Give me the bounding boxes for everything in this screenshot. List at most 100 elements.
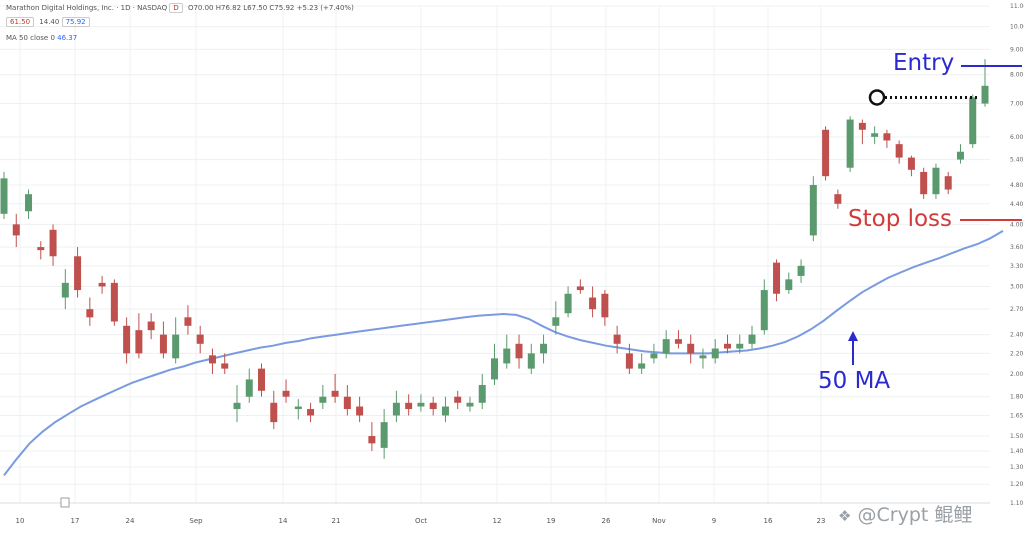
candle — [625, 343, 633, 374]
candle — [405, 394, 413, 416]
candle-body — [503, 348, 511, 364]
candle — [417, 394, 425, 412]
watermark-icon: ❖ — [838, 507, 852, 525]
candle-body — [907, 157, 915, 170]
candle-body — [491, 358, 498, 380]
badge: D — [169, 3, 183, 13]
candle-body — [258, 368, 266, 391]
candle-body — [932, 167, 940, 195]
x-tick-label: Nov — [652, 517, 666, 525]
candle-body — [650, 353, 658, 359]
x-tick-label: 12 — [493, 517, 502, 525]
ma50-line — [3, 230, 1004, 477]
candle — [809, 176, 817, 242]
candle — [245, 368, 253, 403]
x-tick-label: 16 — [764, 517, 773, 525]
candle-body — [98, 282, 106, 287]
candle — [503, 334, 511, 369]
bid-value[interactable]: 61.50 — [6, 17, 35, 27]
x-tick-label: 14 — [279, 517, 288, 525]
candle-body — [196, 334, 204, 344]
y-tick-label: 10.00 — [1010, 24, 1024, 31]
candle-body — [172, 334, 180, 359]
candle — [601, 290, 609, 326]
candle-body — [540, 343, 548, 354]
candle — [773, 259, 781, 302]
candle — [184, 305, 192, 335]
candle — [871, 126, 879, 145]
y-tick-label: 6.00 — [1010, 134, 1024, 141]
candle — [883, 129, 891, 148]
y-tick-label: 1.30 — [1010, 464, 1024, 471]
candle-body — [392, 402, 400, 416]
candle-body — [74, 256, 82, 291]
candle — [822, 126, 830, 181]
ma50-polyline — [3, 230, 1004, 477]
candle-body — [454, 396, 462, 403]
candle — [12, 213, 20, 248]
x-tick-label: 24 — [126, 517, 135, 525]
candle-body — [307, 409, 315, 416]
candle — [368, 422, 376, 451]
candle — [208, 348, 216, 374]
candle — [98, 275, 106, 294]
candle — [650, 343, 658, 364]
candle — [159, 321, 167, 359]
candle — [74, 247, 82, 298]
candle-body — [552, 317, 560, 326]
candle — [270, 390, 278, 429]
y-tick-label: 1.10 — [1010, 500, 1024, 507]
candle — [956, 144, 964, 164]
x-tick-label: 21 — [332, 517, 341, 525]
candle-body — [773, 262, 781, 294]
candle — [944, 171, 952, 195]
candle — [613, 325, 621, 354]
candle-body — [871, 133, 879, 137]
candle — [319, 385, 327, 410]
candle-body — [233, 402, 241, 410]
candle-body — [748, 334, 756, 344]
candle-body — [687, 343, 695, 354]
candle-body — [368, 436, 376, 444]
y-tick-label: 2.70 — [1010, 306, 1024, 313]
ask-value[interactable]: 75.92 — [61, 17, 90, 27]
candle — [454, 390, 462, 410]
candle — [172, 317, 180, 364]
candle — [392, 390, 400, 423]
candle — [564, 286, 572, 318]
candle-body — [294, 406, 302, 410]
candle-body — [405, 402, 413, 410]
candle — [540, 334, 548, 364]
candle — [969, 94, 977, 148]
candle — [37, 241, 45, 260]
candle — [110, 279, 118, 326]
candle-body — [380, 422, 388, 448]
candle — [491, 343, 498, 386]
candle-body — [822, 129, 830, 177]
y-tick-label: 9.00 — [1010, 46, 1024, 53]
candle-body — [527, 353, 535, 369]
candle-body — [123, 325, 131, 354]
candle-body — [282, 390, 290, 397]
candle — [920, 167, 928, 199]
candle-body — [25, 194, 33, 212]
candle — [0, 171, 8, 220]
candle — [576, 279, 584, 294]
ma-legend-label: MA 50 close 0 — [6, 34, 55, 42]
candle — [981, 59, 989, 107]
candle — [331, 373, 339, 403]
y-tick-label: 1.65 — [1010, 412, 1024, 419]
candle — [527, 343, 535, 374]
candle — [380, 409, 388, 459]
y-tick-label: 5.40 — [1010, 157, 1024, 164]
ma-annotation-label: 50 MA — [818, 368, 891, 394]
y-tick-label: 3.00 — [1010, 283, 1024, 290]
candle — [147, 313, 155, 340]
candle — [478, 373, 486, 410]
candle-body — [147, 321, 155, 331]
y-tick-label: 2.20 — [1010, 350, 1024, 357]
candle-body — [478, 385, 486, 403]
candle — [687, 334, 695, 364]
symbol-line: Marathon Digital Holdings, Inc. · 1D · N… — [6, 4, 168, 12]
